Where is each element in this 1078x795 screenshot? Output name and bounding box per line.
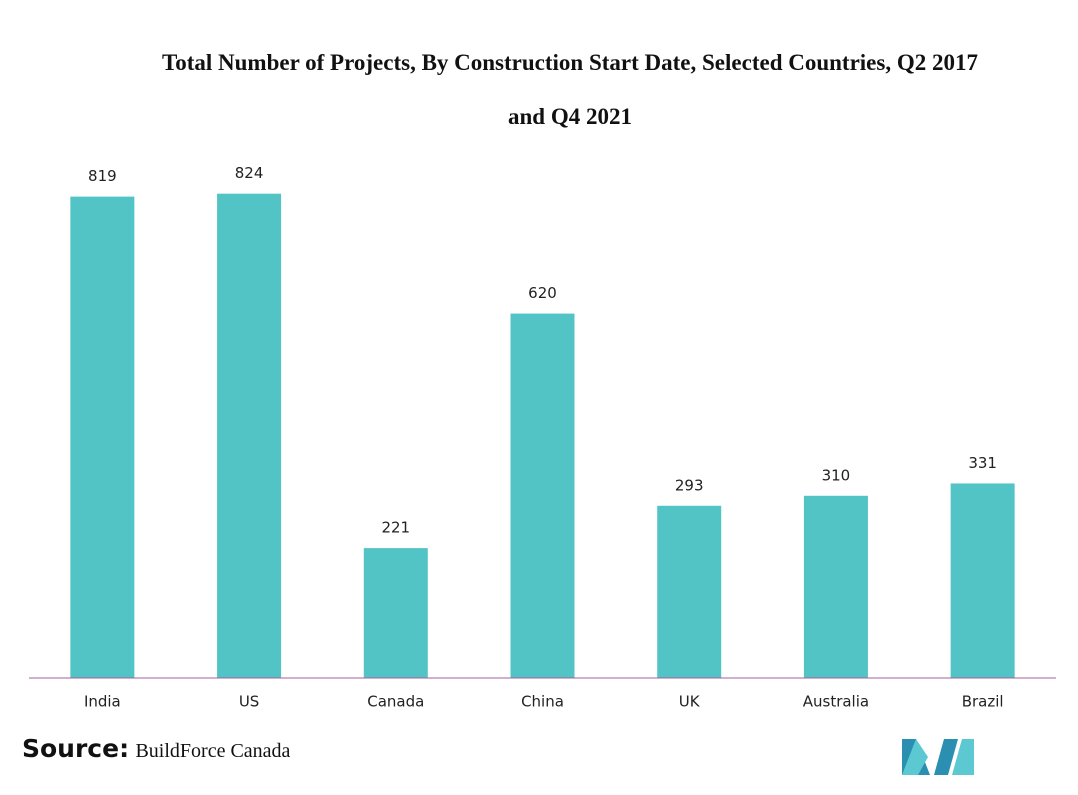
- data-label: 310: [822, 466, 851, 484]
- bar: [803, 495, 868, 678]
- logo: [902, 739, 974, 775]
- x-tick-label: Brazil: [962, 693, 1004, 711]
- x-tick-label: India: [84, 693, 121, 711]
- source-text: BuildForce Canada: [135, 740, 291, 762]
- chart: 819 India 824 US 221 Canada 620 China 293 UK 310 Au…: [29, 164, 1056, 711]
- x-tick-label: Australia: [803, 693, 869, 711]
- source: Source: BuildForce Canada: [22, 734, 290, 763]
- bar: [657, 505, 722, 678]
- bar: [950, 483, 1015, 678]
- data-label: 293: [675, 476, 704, 494]
- data-label: 331: [968, 454, 997, 472]
- x-tick-label: Canada: [367, 693, 424, 711]
- x-tick-label: US: [239, 693, 260, 711]
- source-label: Source:: [22, 734, 130, 763]
- logo-shape: [934, 739, 958, 775]
- data-label: 824: [235, 164, 264, 182]
- bar: [70, 196, 135, 679]
- chart-title: Total Number of Projects, By Constructio…: [162, 50, 978, 129]
- data-label: 819: [88, 167, 117, 185]
- bar: [363, 548, 428, 678]
- bar: [217, 193, 282, 678]
- logo-shape: [952, 739, 974, 775]
- logo-shape: [902, 739, 928, 775]
- x-tick-label: UK: [679, 693, 701, 711]
- x-tick-label: China: [521, 693, 564, 711]
- data-label: 221: [381, 519, 410, 537]
- data-label: 620: [528, 284, 557, 302]
- bar: [510, 313, 575, 678]
